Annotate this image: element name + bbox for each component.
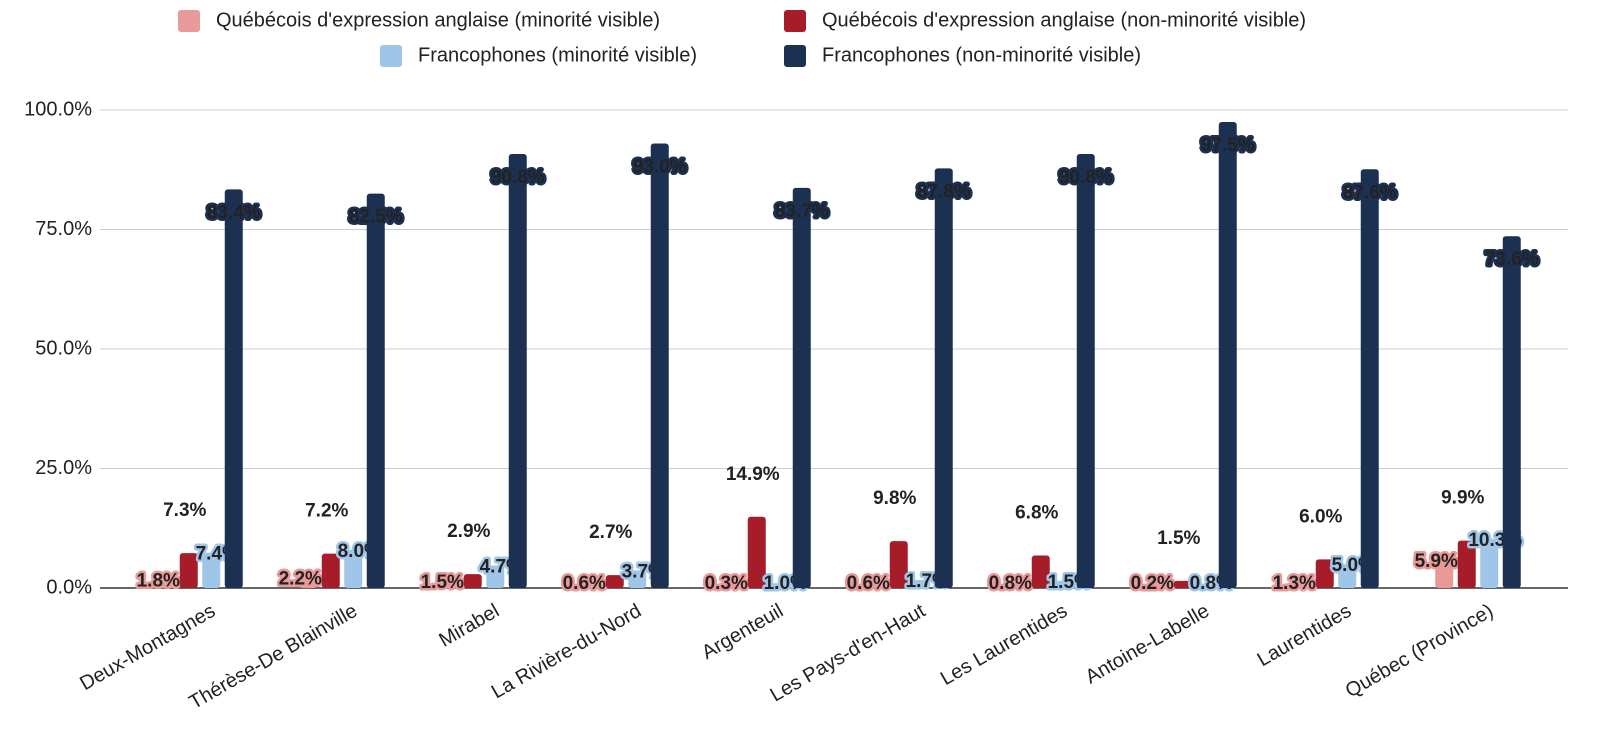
value-label: 87.8% [917, 181, 971, 202]
value-label: 2.7% [589, 522, 632, 543]
value-label: 0.3% [705, 573, 748, 594]
bar [770, 583, 789, 588]
value-label: 0.2% [1131, 573, 1174, 594]
x-tick-label: Les Laurentides [937, 600, 1071, 690]
value-label: 1.3% [1273, 573, 1316, 594]
bar [583, 585, 602, 588]
bar [792, 187, 811, 588]
value-label: 6.0% [1299, 506, 1342, 527]
bar [224, 189, 243, 588]
value-label: 7.3% [163, 500, 206, 521]
bar [366, 193, 385, 588]
legend-swatch [784, 10, 806, 32]
legend-label: Francophones (non-minorité visible) [822, 44, 1141, 66]
y-tick-label: 100.0% [24, 98, 92, 120]
value-label: 87.6% [1343, 182, 1397, 203]
bar [1435, 559, 1454, 588]
value-label: 1.5% [421, 572, 464, 593]
bar [463, 574, 482, 588]
bar [1480, 538, 1499, 588]
x-tick-label: Antoine-Labelle [1082, 600, 1213, 689]
bar [1315, 559, 1334, 588]
value-label: 90.8% [491, 167, 545, 188]
x-tick-label: Argenteuil [698, 600, 787, 664]
value-label: 83.4% [207, 202, 261, 223]
value-label: 2.2% [279, 568, 322, 589]
bar [1457, 540, 1476, 588]
x-tick-label: Mirabel [435, 600, 503, 652]
bar [1009, 584, 1028, 588]
value-label: 6.8% [1015, 503, 1058, 524]
value-label: 97.5% [1201, 135, 1255, 156]
bar [605, 575, 624, 588]
value-label: 2.9% [447, 521, 490, 542]
bar [725, 586, 744, 588]
value-label: 7.2% [305, 501, 348, 522]
x-tick-label: Deux-Montagnes [76, 600, 219, 695]
value-label: 0.8% [1190, 573, 1233, 594]
legend-label: Québécois d'expression anglaise (minorit… [216, 9, 660, 31]
value-label: 5.9% [1415, 551, 1458, 572]
bar [1031, 555, 1050, 588]
value-label: 0.6% [563, 573, 606, 594]
bar [1173, 580, 1192, 588]
value-label: 0.6% [847, 573, 890, 594]
value-label: 14.9% [726, 464, 780, 485]
bar [179, 553, 198, 588]
bar [486, 565, 505, 588]
bar [889, 541, 908, 588]
value-label: 82.5% [349, 207, 403, 228]
bar [1293, 581, 1312, 588]
bar [1218, 121, 1237, 588]
value-label: 93.0% [633, 156, 687, 177]
bar [157, 579, 176, 588]
x-tick-label: Laurentides [1254, 600, 1356, 671]
legend-label: Francophones (minorité visible) [418, 44, 697, 66]
value-label: 0.8% [989, 573, 1032, 594]
y-tick-label: 50.0% [35, 337, 92, 359]
y-tick-label: 75.0% [35, 218, 92, 240]
bar [1360, 169, 1379, 588]
x-tick-label: La Rivière-du-Nord [488, 600, 645, 704]
x-tick-label: Québec (Province) [1342, 600, 1497, 702]
legend-swatch [784, 45, 806, 67]
legend-label: Québécois d'expression anglaise (non-min… [822, 9, 1306, 31]
bar [747, 516, 766, 588]
bar [1054, 580, 1073, 588]
bar [867, 585, 886, 588]
bar [202, 552, 221, 588]
value-label: 9.8% [873, 488, 916, 509]
bar [628, 570, 647, 588]
bar [344, 549, 363, 588]
value-label: 73.6% [1485, 249, 1539, 270]
bar [912, 579, 931, 588]
bar [321, 553, 340, 588]
value-label: 9.9% [1441, 488, 1484, 509]
bar [1338, 564, 1357, 588]
bar [299, 577, 318, 588]
y-tick-label: 0.0% [46, 576, 92, 598]
legend-swatch [178, 10, 200, 32]
bar [934, 168, 953, 589]
legend-swatch [380, 45, 402, 67]
bar [441, 580, 460, 588]
bar [650, 143, 669, 588]
bar [1502, 236, 1521, 588]
value-label: 1.8% [137, 570, 180, 591]
value-label: 83.7% [775, 201, 829, 222]
x-tick-label: Les Pays-d'en-Haut [767, 600, 930, 707]
y-tick-label: 25.0% [35, 457, 92, 479]
bar [1196, 584, 1215, 588]
value-label: 90.8% [1059, 167, 1113, 188]
bar [1076, 153, 1095, 588]
bar [508, 153, 527, 588]
value-label: 1.5% [1157, 528, 1200, 549]
bar [1151, 587, 1170, 588]
